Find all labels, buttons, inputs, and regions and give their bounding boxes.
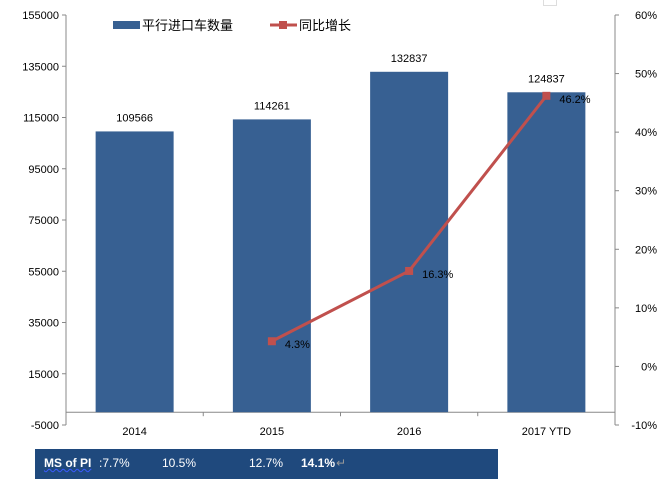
growth-data-label: 4.3% (285, 339, 310, 351)
y-tick-label: 135000 (22, 61, 59, 73)
legend-label: 平行进口车数量 (142, 18, 233, 33)
x-tick-label: 2014 (122, 426, 146, 438)
bar-data-label: 124837 (528, 73, 565, 85)
y2-tick-label: 50% (635, 69, 657, 81)
y-tick-label: 155000 (22, 10, 59, 22)
bar-data-label: 109566 (116, 112, 153, 124)
y2-tick-label: 0% (641, 361, 657, 373)
y-tick-label: 75000 (28, 215, 59, 227)
y2-tick-label: 30% (635, 186, 657, 198)
y2-tick-label: 10% (635, 303, 657, 315)
chart: 155000 135000 115000 95000 75000 55000 35000 15… (22, 10, 657, 438)
bar (370, 71, 449, 413)
growth-marker (267, 337, 276, 346)
legend-swatch-marker (279, 21, 287, 29)
market-share-banner: MS of PI :7.7% 10.5% 12.7% 14.1% ↵ (35, 449, 498, 479)
x-tick-label: 2016 (397, 426, 421, 438)
bar-data-label: 132837 (391, 53, 428, 65)
bar (507, 92, 586, 413)
banner-value: 10.5% (162, 456, 197, 470)
banner-value: 12.7% (249, 456, 284, 470)
bar-data-label: 114261 (254, 100, 290, 112)
banner-value: 14.1% (301, 456, 336, 470)
y2-tick-label: 60% (635, 10, 657, 22)
y-tick-label: 15000 (28, 369, 59, 381)
y2-tick-label: 20% (635, 244, 657, 256)
bar (232, 119, 311, 413)
x-tick-label: 2015 (260, 426, 284, 438)
banner-label: MS of PI (44, 456, 92, 470)
y2-tick-label: -10% (631, 420, 657, 432)
x-tick-label: 2017 YTD (522, 426, 571, 438)
growth-data-label: 16.3% (422, 269, 453, 281)
y-tick-label: 35000 (28, 318, 59, 330)
growth-data-label: 46.2% (559, 94, 590, 106)
bar (95, 131, 174, 413)
banner-value: :7.7% (99, 456, 130, 470)
return-mark: ↵ (336, 456, 347, 470)
legend-label: 同比增长 (299, 18, 351, 33)
y2-tick-label: 40% (635, 127, 657, 139)
growth-marker (405, 266, 414, 275)
y-tick-label: 55000 (28, 266, 59, 278)
corner-mark (543, 0, 557, 6)
y-tick-label: -5000 (31, 420, 59, 432)
growth-marker (542, 91, 551, 100)
legend-swatch-bar (113, 21, 140, 29)
y-tick-label: 95000 (28, 164, 59, 176)
y-tick-label: 115000 (23, 113, 59, 125)
